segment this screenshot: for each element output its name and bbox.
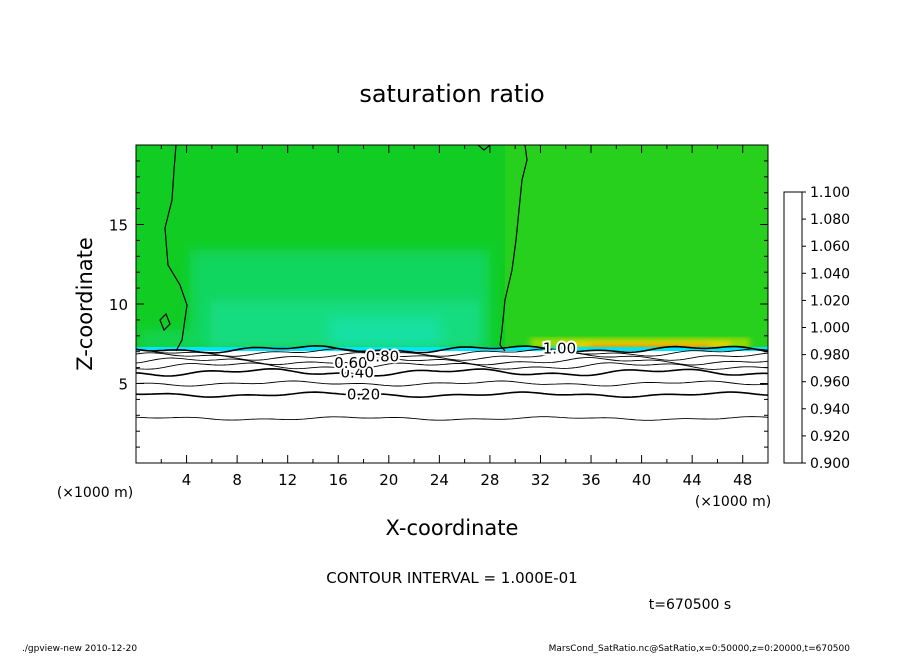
contour-top-nub	[477, 145, 491, 151]
colorbar-label: 1.100	[810, 185, 850, 201]
contour-label: 0.40	[340, 363, 373, 381]
contour-line	[136, 380, 768, 387]
colorbar-label: 1.080	[810, 212, 850, 228]
colorbar: 0.900 0.920 0.940 0.960 0.980 1.000 1.020 1.040…	[783, 185, 850, 472]
x-tick-label: 36	[581, 471, 600, 489]
colorbar-label: 1.060	[810, 239, 850, 255]
contour-mid-boundary	[499, 145, 528, 352]
contour-line	[136, 345, 768, 354]
contour-line	[136, 357, 768, 366]
colorbar-label: 0.960	[810, 375, 850, 391]
x-tick-label: 4	[182, 471, 192, 489]
y-unit-label: (×1000 m)	[57, 485, 133, 501]
dry-region	[136, 351, 768, 463]
colorbar-label: 0.900	[810, 456, 850, 472]
x-axis: 4 8 12 16 20 24 28 32 36 40 44 48	[160, 145, 752, 489]
x-tick-label: 20	[379, 471, 398, 489]
x-tick-label: 28	[480, 471, 499, 489]
y-axis-label: Z-coordinate	[73, 237, 97, 371]
colorbar-frame	[783, 191, 803, 464]
contour-interval: CONTOUR INTERVAL = 1.000E-01	[326, 569, 577, 587]
plot-field	[136, 145, 768, 463]
colorbar-label: 1.000	[810, 321, 850, 337]
contour-line	[136, 362, 768, 370]
contour-label: 0.20	[347, 386, 380, 404]
y-tick-label: 5	[118, 376, 128, 394]
contour-line	[136, 348, 768, 357]
colorbar-label: 0.920	[810, 429, 850, 445]
y-tick-label: 10	[109, 296, 128, 314]
x-unit-label: (×1000 m)	[695, 494, 771, 510]
colorbar-label: 0.980	[810, 348, 850, 364]
contour-line	[136, 367, 768, 377]
colorbar-label: 1.040	[810, 266, 850, 282]
contour-label: 1.00	[543, 340, 576, 358]
colorbar-label: 1.020	[810, 293, 850, 309]
subsaturated-patches	[140, 250, 490, 350]
contour-lines	[136, 345, 768, 421]
x-tick-label: 40	[632, 471, 651, 489]
contour-line	[136, 391, 768, 399]
colorbar-label: 0.940	[810, 402, 850, 418]
footer-right: MarsCond_SatRatio.nc@SatRatio,x=0:50000,…	[549, 644, 851, 654]
x-tick-label: 32	[531, 471, 550, 489]
contour-line	[136, 416, 768, 421]
contour-label: 0.80	[366, 347, 399, 365]
contour-left-boundary	[164, 145, 188, 352]
time-label: t=670500 s	[649, 597, 731, 613]
x-tick-label: 48	[733, 471, 752, 489]
contour-left-island	[159, 312, 171, 332]
x-tick-label: 12	[278, 471, 297, 489]
x-tick-label: 8	[232, 471, 242, 489]
x-tick-label: 44	[683, 471, 702, 489]
y-axis: 5 10 15	[109, 160, 768, 448]
contour-labels: 0.20 0.400.600.80 1.00	[332, 338, 578, 406]
footer-left: ./gpview-new 2010-12-20	[22, 644, 137, 654]
contour-line	[136, 352, 768, 361]
x-tick-label: 16	[329, 471, 348, 489]
x-axis-label: X-coordinate	[386, 516, 519, 540]
contour-label: 0.60	[334, 354, 367, 372]
y-tick-label: 15	[109, 217, 128, 235]
chart-title: saturation ratio	[359, 80, 544, 108]
x-tick-label: 24	[430, 471, 449, 489]
right-supersat-region	[505, 145, 768, 351]
